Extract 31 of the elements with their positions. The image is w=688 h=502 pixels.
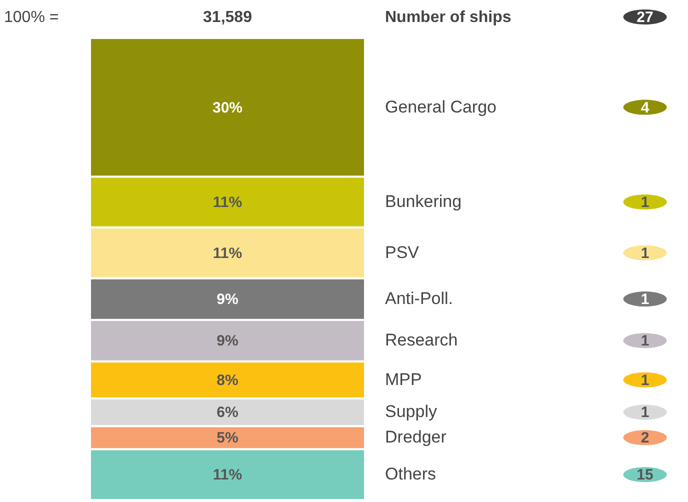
data-label: 9% [216, 332, 238, 350]
series-label: General Cargo [385, 97, 497, 116]
series-label: Dredger [385, 428, 447, 447]
data-label: 11% [212, 244, 242, 262]
text: 1 [640, 291, 650, 308]
text: 27 [636, 9, 654, 26]
series-label: Others [385, 464, 436, 484]
text: Number of ships [385, 9, 512, 26]
series-label: MPP [385, 370, 422, 389]
text: 1 [640, 404, 650, 422]
text: 4 [640, 99, 650, 116]
text: 1 [640, 244, 650, 262]
series-label: PSV [385, 242, 420, 262]
series-label: Supply [385, 402, 438, 422]
data-label: 11% [212, 466, 242, 484]
text: 15 [636, 466, 654, 484]
text: 31,589 [203, 9, 252, 26]
text: 100% = [4, 9, 59, 26]
text: 2 [640, 430, 650, 447]
series-label: Anti-Poll. [385, 289, 454, 308]
data-label: 5% [216, 430, 238, 447]
text: 1 [640, 332, 650, 350]
data-label: 9% [216, 291, 238, 308]
series-label: Research [385, 330, 458, 350]
data-label: 8% [216, 372, 238, 389]
data-label: 30% [212, 99, 243, 116]
text: 1 [640, 194, 650, 212]
data-label: 6% [216, 404, 238, 422]
text: 1 [640, 372, 650, 389]
series-label: Bunkering [385, 192, 462, 212]
data-label: 11% [212, 194, 242, 212]
